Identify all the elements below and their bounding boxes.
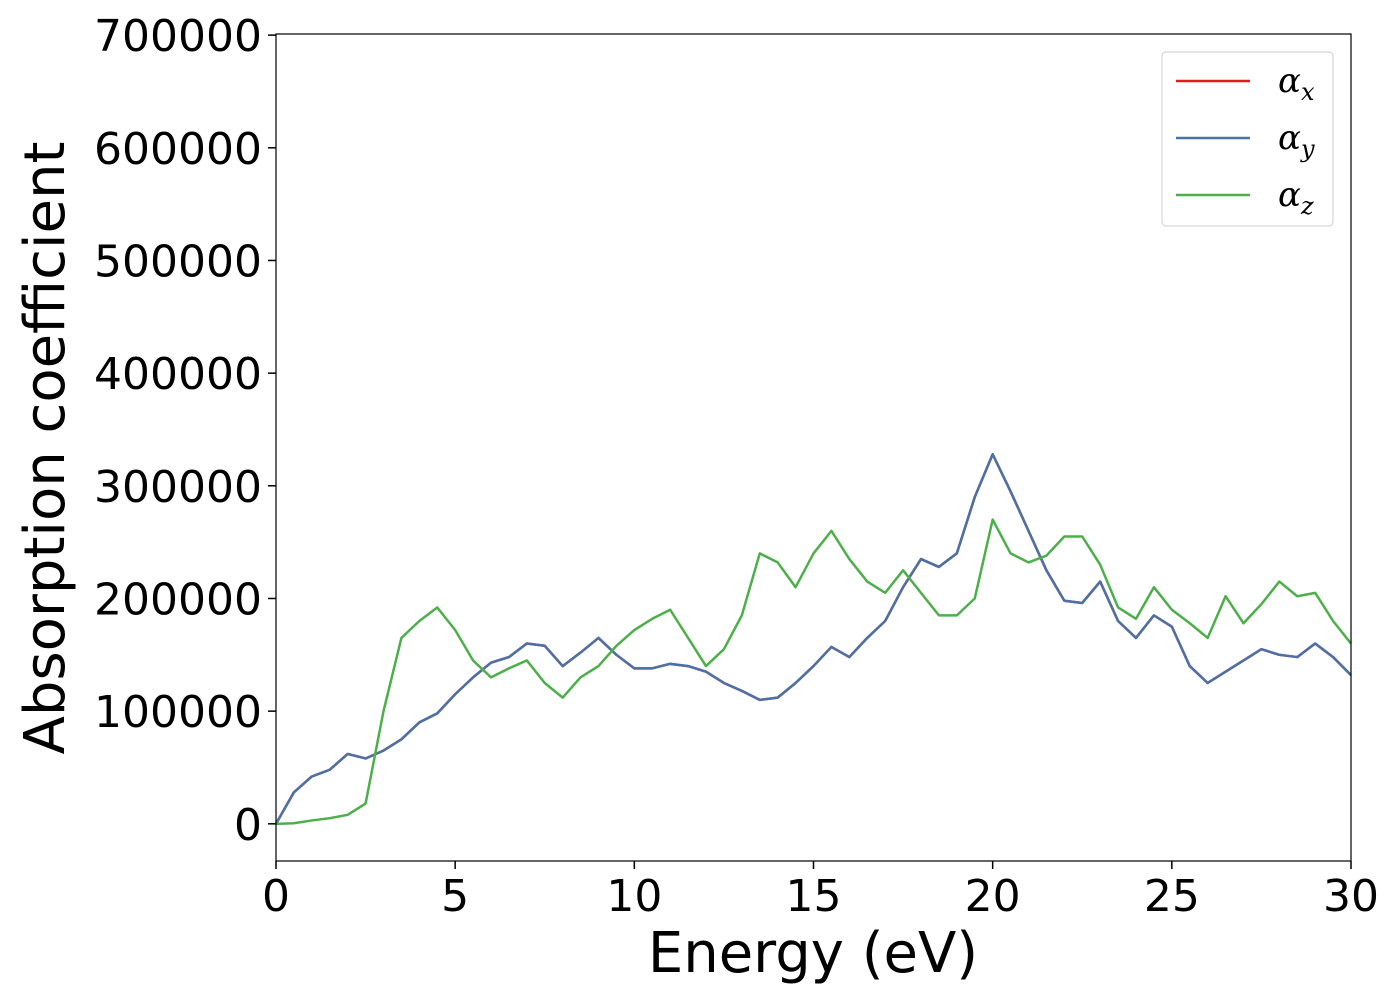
legend-label: αy (1278, 118, 1315, 163)
y-axis-label: Absorption coefficient (13, 142, 78, 755)
y-tick-label: 600000 (94, 124, 262, 175)
x-tick-label: 5 (441, 871, 469, 922)
x-tick-label: 15 (786, 871, 842, 922)
legend-label: αz (1278, 175, 1314, 220)
y-tick-label: 200000 (94, 574, 262, 625)
legend-label: αx (1278, 61, 1315, 106)
y-tick-label: 100000 (94, 687, 262, 738)
x-axis-label: Energy (eV) (648, 921, 978, 986)
x-tick-label: 20 (965, 871, 1021, 922)
y-tick-label: 700000 (94, 11, 262, 62)
x-tick-label: 0 (262, 871, 290, 922)
y-tick-label: 0 (234, 800, 262, 851)
y-tick-label: 300000 (94, 462, 262, 513)
x-tick-label: 10 (606, 871, 662, 922)
series-line (275, 518, 1352, 826)
series-line (274, 453, 1352, 825)
x-tick-label: 30 (1323, 871, 1379, 922)
x-tick-label: 25 (1144, 871, 1200, 922)
y-tick-label: 500000 (94, 236, 262, 287)
series-line (274, 453, 1352, 825)
y-tick-label: 400000 (94, 349, 262, 400)
plot-frame (275, 33, 1352, 862)
